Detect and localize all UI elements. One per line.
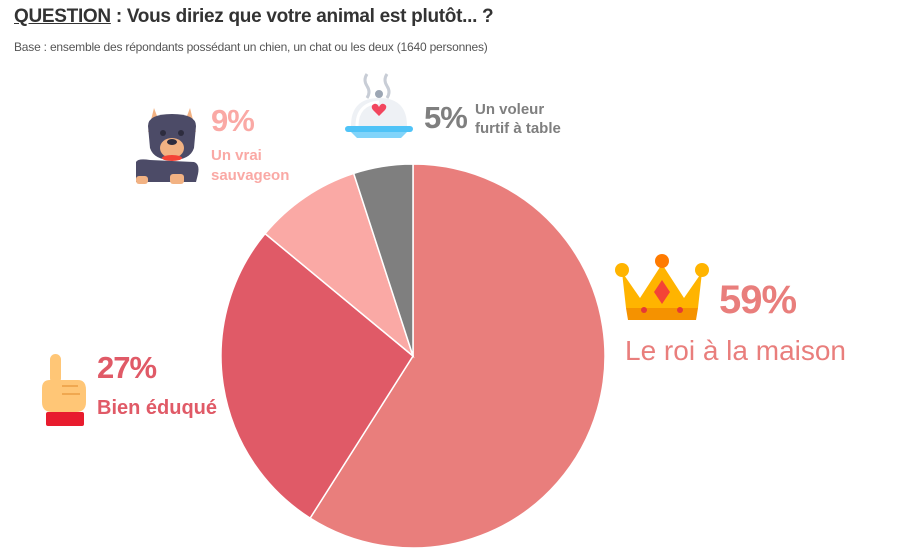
label-wild-line1: Un vrai: [211, 147, 262, 164]
label-thief-line1: Un voleur: [475, 101, 545, 118]
base-note: Base : ensemble des répondants possédant…: [14, 40, 488, 54]
label-king-text: Le roi à la maison: [625, 335, 847, 366]
pie-slice-2: [220, 232, 414, 520]
label-wild-pct: 9%: [211, 103, 255, 138]
question-label: QUESTION: [14, 6, 111, 27]
question-title: QUESTION : Vous diriez que votre animal …: [14, 6, 494, 28]
label-edu-text: Bien éduqué: [97, 397, 218, 419]
label-edu-pct: 27%: [97, 350, 157, 385]
question-text: Vous diriez que votre animal est plutôt.…: [126, 6, 494, 27]
hand-pointing-icon: [42, 354, 86, 426]
pie-slice-1: [309, 163, 606, 549]
pie-slice-4: [352, 163, 414, 357]
label-thief-pct: 5%: [424, 100, 468, 135]
label-wild-line2: sauvageon: [211, 167, 290, 184]
question-separator: :: [110, 6, 127, 27]
crown-icon: [615, 254, 709, 320]
label-king-pct: 59%: [719, 278, 797, 322]
pie-slice-3: [264, 172, 415, 359]
serving-dish-icon: [345, 73, 413, 138]
pie-slices: [220, 163, 606, 549]
label-thief-line2: furtif à table: [475, 120, 561, 137]
dog-icon: [136, 108, 199, 184]
